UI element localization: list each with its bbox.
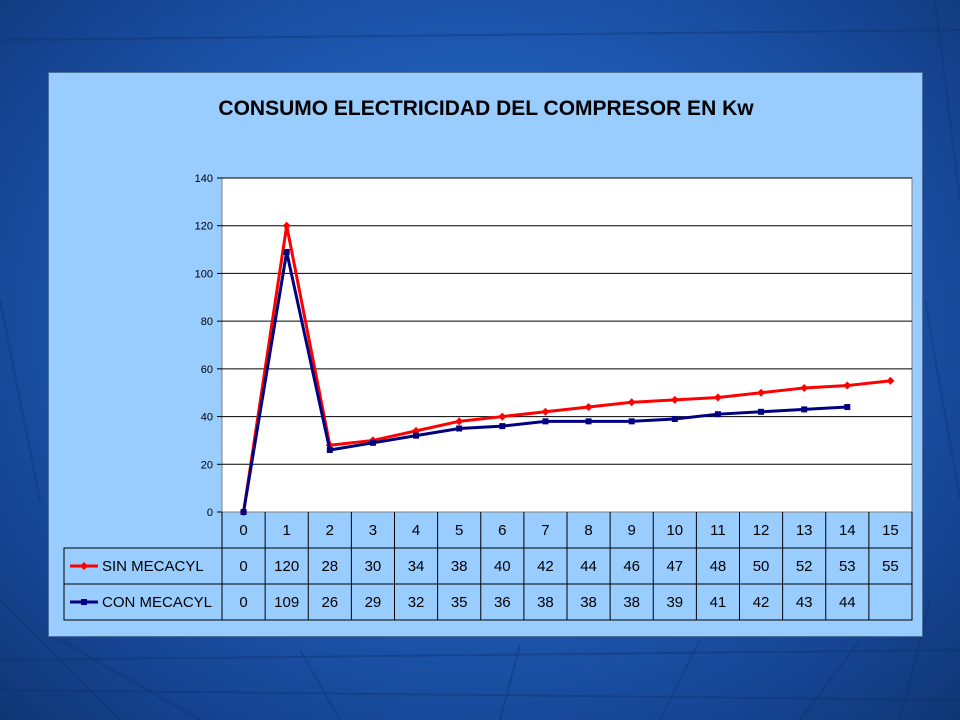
data-label: 39 bbox=[666, 594, 683, 611]
data-point bbox=[455, 417, 464, 426]
data-point bbox=[670, 395, 679, 404]
gridlines bbox=[222, 177, 912, 465]
series-line bbox=[242, 224, 891, 513]
data-label: 44 bbox=[839, 594, 856, 611]
data-label: 29 bbox=[365, 594, 382, 611]
x-tick-label: 15 bbox=[882, 522, 899, 539]
data-point bbox=[757, 388, 766, 397]
legend-label: SIN MECACYL bbox=[102, 558, 204, 575]
data-point bbox=[499, 423, 506, 430]
data-point bbox=[456, 425, 463, 432]
y-axis-ticks: 0 20 40 60 80 100 120 140 bbox=[195, 173, 222, 519]
data-label: 48 bbox=[710, 558, 727, 575]
plot-area bbox=[221, 177, 913, 513]
data-label: 120 bbox=[274, 558, 299, 575]
data-point bbox=[585, 418, 592, 425]
data-label: 42 bbox=[537, 558, 554, 575]
data-point bbox=[283, 248, 290, 255]
data-point bbox=[413, 432, 420, 439]
legend-swatch-marker bbox=[81, 599, 87, 605]
data-label: 38 bbox=[537, 594, 554, 611]
data-label: 44 bbox=[580, 558, 597, 575]
data-label: 50 bbox=[753, 558, 770, 575]
series-1 bbox=[240, 248, 851, 515]
data-point bbox=[800, 383, 809, 392]
line-chart: CONSUMO ELECTRICIDAD DEL COMPRESOR EN Kw… bbox=[63, 97, 913, 621]
data-label: 35 bbox=[451, 594, 468, 611]
data-label: 43 bbox=[796, 594, 813, 611]
data-label: 0 bbox=[239, 558, 247, 575]
data-label: 0 bbox=[239, 594, 247, 611]
data-label: 46 bbox=[623, 558, 640, 575]
data-label: 38 bbox=[623, 594, 640, 611]
legend-swatch-marker bbox=[80, 562, 88, 570]
data-label: 38 bbox=[451, 558, 468, 575]
y-tick-label: 120 bbox=[195, 221, 213, 233]
x-tick-label: 6 bbox=[498, 522, 506, 539]
data-label: 38 bbox=[580, 594, 597, 611]
data-label: 52 bbox=[796, 558, 813, 575]
data-label: 36 bbox=[494, 594, 511, 611]
data-point bbox=[714, 411, 721, 418]
data-point bbox=[886, 376, 895, 385]
data-point bbox=[584, 403, 593, 412]
data-label: 55 bbox=[882, 558, 899, 575]
x-tick-label: 10 bbox=[666, 522, 683, 539]
data-label: 42 bbox=[753, 594, 770, 611]
y-tick-label: 140 bbox=[195, 173, 213, 185]
data-point bbox=[628, 418, 635, 425]
x-tick-label: 11 bbox=[710, 522, 726, 539]
y-tick-label: 100 bbox=[195, 268, 213, 280]
y-tick-label: 20 bbox=[201, 459, 213, 471]
data-point bbox=[627, 398, 636, 407]
x-tick-label: 7 bbox=[541, 522, 549, 539]
data-point bbox=[758, 408, 765, 415]
x-tick-label: 8 bbox=[584, 522, 592, 539]
data-label: 30 bbox=[365, 558, 382, 575]
chart-panel: CONSUMO ELECTRICIDAD DEL COMPRESOR EN Kw… bbox=[48, 72, 923, 637]
x-tick-label: 14 bbox=[839, 522, 856, 539]
data-point bbox=[801, 406, 808, 413]
data-point bbox=[498, 412, 507, 421]
x-tick-label: 9 bbox=[628, 522, 636, 539]
x-tick-label: 12 bbox=[753, 522, 770, 539]
x-tick-label: 2 bbox=[326, 522, 334, 539]
data-point bbox=[671, 415, 678, 422]
y-tick-label: 80 bbox=[201, 316, 213, 328]
data-label: 47 bbox=[666, 558, 683, 575]
data-point bbox=[240, 509, 247, 515]
data-point bbox=[282, 221, 291, 230]
y-tick-label: 40 bbox=[201, 412, 213, 424]
data-point bbox=[542, 418, 549, 425]
chart-title: CONSUMO ELECTRICIDAD DEL COMPRESOR EN Kw bbox=[218, 97, 754, 120]
data-label: 41 bbox=[710, 594, 727, 611]
data-point bbox=[326, 446, 333, 453]
data-label: 34 bbox=[408, 558, 425, 575]
y-tick-label: 60 bbox=[201, 364, 213, 376]
y-tick-label: 0 bbox=[207, 507, 213, 519]
x-tick-label: 3 bbox=[369, 522, 377, 539]
data-point bbox=[843, 381, 852, 390]
data-point bbox=[369, 439, 376, 446]
data-label: 53 bbox=[839, 558, 856, 575]
x-tick-label: 13 bbox=[796, 522, 813, 539]
x-tick-label: 0 bbox=[239, 522, 247, 539]
x-tick-label: 5 bbox=[455, 522, 463, 539]
data-point bbox=[844, 404, 851, 411]
data-point bbox=[713, 393, 722, 402]
series-lines bbox=[239, 221, 895, 516]
data-label: 40 bbox=[494, 558, 511, 575]
data-point bbox=[541, 407, 550, 416]
x-tick-label: 4 bbox=[412, 522, 420, 539]
legend-label: CON MECACYL bbox=[102, 594, 212, 611]
data-label: 32 bbox=[408, 594, 425, 611]
data-label: 26 bbox=[321, 594, 338, 611]
data-label: 109 bbox=[274, 594, 299, 611]
x-tick-label: 1 bbox=[283, 522, 291, 539]
data-label: 28 bbox=[321, 558, 338, 575]
